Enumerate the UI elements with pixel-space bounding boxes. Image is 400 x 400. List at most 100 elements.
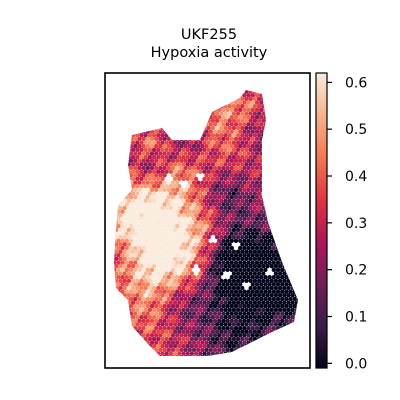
spot: [177, 198, 182, 203]
spot: [162, 187, 167, 192]
spot: [206, 344, 211, 349]
spot: [227, 125, 232, 131]
spot: [269, 213, 274, 218]
spot: [214, 336, 220, 342]
spot: [118, 140, 123, 145]
spot: [124, 114, 129, 120]
spot: [240, 300, 245, 305]
spot: [271, 355, 276, 356]
spot: [294, 169, 298, 174]
spot: [227, 111, 232, 116]
spot: [196, 151, 201, 156]
spot: [128, 333, 134, 338]
spot: [233, 340, 239, 345]
spot: [246, 180, 251, 185]
spot: [137, 173, 142, 178]
spot: [183, 114, 188, 120]
spot: [221, 260, 226, 265]
spot: [254, 194, 260, 200]
spot: [282, 191, 287, 196]
spot: [231, 176, 237, 182]
spot: [189, 125, 195, 131]
spot: [143, 154, 148, 160]
spot: [200, 136, 205, 142]
spot: [263, 333, 268, 338]
spot: [160, 125, 165, 131]
spot: [164, 125, 169, 131]
spot: [168, 96, 174, 102]
spot: [124, 90, 129, 91]
spot: [208, 296, 213, 302]
spot: [248, 213, 253, 218]
spot: [118, 351, 123, 356]
spot: [156, 213, 161, 218]
spot: [231, 90, 237, 94]
spot: [275, 129, 281, 134]
spot: [263, 194, 268, 200]
spot: [263, 158, 268, 163]
spot: [185, 198, 190, 203]
spot: [290, 176, 295, 182]
spot: [242, 267, 247, 273]
spot: [151, 322, 157, 327]
spot: [240, 118, 245, 123]
spot: [227, 329, 232, 334]
spot: [168, 118, 174, 123]
spot: [187, 267, 192, 273]
spot: [206, 285, 211, 291]
spot: [149, 216, 155, 222]
spot: [292, 194, 297, 200]
spot: [118, 242, 123, 247]
spot: [156, 234, 161, 240]
spot: [120, 129, 125, 134]
spot: [286, 133, 291, 138]
spot: [286, 184, 291, 189]
spot: [198, 351, 203, 356]
spot: [120, 260, 125, 265]
spot: [122, 90, 127, 94]
spot: [149, 260, 155, 265]
spot: [250, 151, 255, 156]
spot: [185, 285, 190, 291]
spot: [267, 158, 272, 163]
spot: [206, 191, 211, 196]
spot: [267, 347, 272, 353]
spot: [269, 336, 274, 342]
spot: [294, 322, 298, 327]
spot: [145, 122, 150, 127]
spot: [164, 133, 169, 138]
spot: [122, 169, 127, 174]
spot: [172, 336, 178, 342]
spot: [296, 173, 298, 178]
spot: [246, 107, 251, 112]
spot: [252, 213, 258, 218]
spot: [284, 216, 289, 222]
spot: [210, 220, 216, 225]
spot: [193, 314, 199, 320]
spot: [225, 194, 230, 200]
spot: [170, 260, 176, 265]
spot: [124, 325, 129, 331]
spot: [244, 329, 249, 334]
spot: [223, 256, 228, 262]
spot: [288, 231, 293, 236]
spot: [164, 271, 169, 276]
spot: [164, 249, 169, 254]
spot: [141, 144, 146, 149]
spot: [202, 242, 207, 247]
spot: [223, 176, 228, 182]
spot: [170, 325, 176, 331]
spot: [126, 227, 132, 233]
spot: [254, 347, 260, 353]
spot: [208, 347, 213, 353]
spot: [181, 90, 186, 94]
spot: [193, 140, 199, 145]
spot: [196, 187, 201, 192]
spot: [280, 144, 285, 149]
spot: [263, 202, 268, 207]
spot: [271, 216, 276, 222]
spot: [244, 96, 249, 102]
spot: [217, 282, 222, 287]
spot: [145, 202, 150, 207]
spot: [114, 224, 117, 229]
